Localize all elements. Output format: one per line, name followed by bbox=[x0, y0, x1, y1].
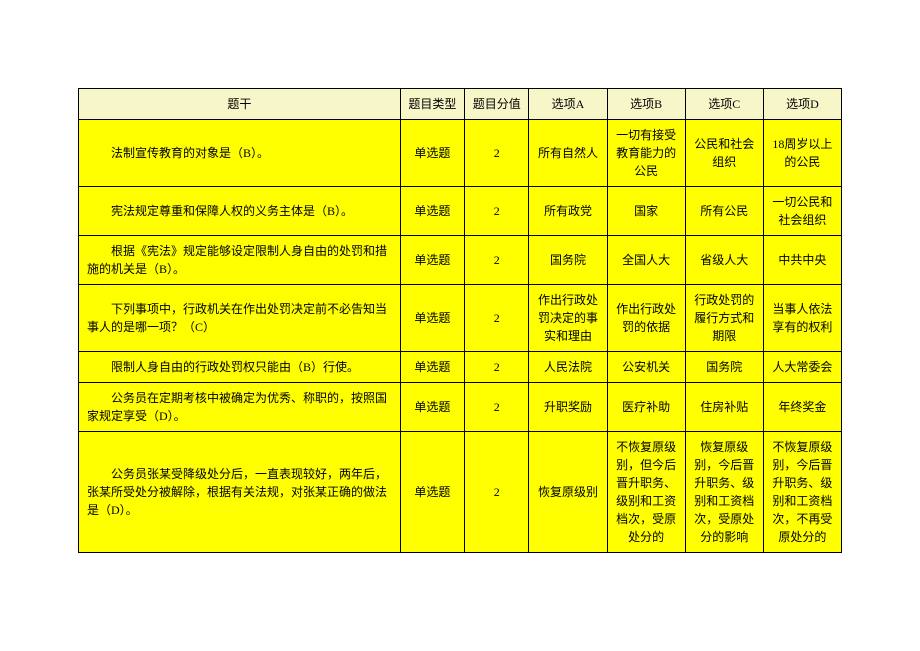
table-body: 法制宣传教育的对象是（B）。单选题2所有自然人一切有接受教育能力的公民公民和社会… bbox=[79, 120, 842, 553]
type-cell: 单选题 bbox=[400, 432, 464, 553]
header-opt-c: 选项C bbox=[685, 89, 763, 120]
opt-c-cell: 住房补贴 bbox=[685, 383, 763, 432]
opt-b-cell: 公安机关 bbox=[607, 352, 685, 383]
table-row: 宪法规定尊重和保障人权的义务主体是（B）。单选题2所有政党国家所有公民一切公民和… bbox=[79, 187, 842, 236]
opt-a-cell: 作出行政处罚决定的事实和理由 bbox=[529, 285, 607, 352]
opt-c-cell: 公民和社会组织 bbox=[685, 120, 763, 187]
opt-d-cell: 当事人依法享有的权利 bbox=[763, 285, 841, 352]
header-row: 题干 题目类型 题目分值 选项A 选项B 选项C 选项D bbox=[79, 89, 842, 120]
opt-c-cell: 所有公民 bbox=[685, 187, 763, 236]
question-cell: 根据《宪法》规定能够设定限制人身自由的处罚和措施的机关是（B）。 bbox=[79, 236, 401, 285]
opt-d-cell: 18周岁以上的公民 bbox=[763, 120, 841, 187]
opt-d-cell: 一切公民和社会组织 bbox=[763, 187, 841, 236]
table-row: 公务员张某受降级处分后，一直表现较好，两年后，张某所受处分被解除，根据有关法规，… bbox=[79, 432, 842, 553]
opt-d-cell: 年终奖金 bbox=[763, 383, 841, 432]
opt-b-cell: 全国人大 bbox=[607, 236, 685, 285]
score-cell: 2 bbox=[465, 120, 529, 187]
opt-a-cell: 所有自然人 bbox=[529, 120, 607, 187]
opt-a-cell: 升职奖励 bbox=[529, 383, 607, 432]
type-cell: 单选题 bbox=[400, 352, 464, 383]
table-row: 公务员在定期考核中被确定为优秀、称职的，按照国家规定享受（D）。单选题2升职奖励… bbox=[79, 383, 842, 432]
opt-b-cell: 不恢复原级别，但今后晋升职务、级别和工资档次，受原处分的 bbox=[607, 432, 685, 553]
opt-b-cell: 医疗补助 bbox=[607, 383, 685, 432]
question-cell: 下列事项中，行政机关在作出处罚决定前不必告知当事人的是哪一项？（C） bbox=[79, 285, 401, 352]
header-question: 题干 bbox=[79, 89, 401, 120]
header-opt-b: 选项B bbox=[607, 89, 685, 120]
header-opt-d: 选项D bbox=[763, 89, 841, 120]
score-cell: 2 bbox=[465, 187, 529, 236]
opt-d-cell: 中共中央 bbox=[763, 236, 841, 285]
table-row: 根据《宪法》规定能够设定限制人身自由的处罚和措施的机关是（B）。单选题2国务院全… bbox=[79, 236, 842, 285]
type-cell: 单选题 bbox=[400, 383, 464, 432]
question-cell: 公务员张某受降级处分后，一直表现较好，两年后，张某所受处分被解除，根据有关法规，… bbox=[79, 432, 401, 553]
opt-a-cell: 所有政党 bbox=[529, 187, 607, 236]
opt-d-cell: 不恢复原级别，今后晋升职务、级别和工资档次，不再受原处分的 bbox=[763, 432, 841, 553]
question-cell: 公务员在定期考核中被确定为优秀、称职的，按照国家规定享受（D）。 bbox=[79, 383, 401, 432]
header-score: 题目分值 bbox=[465, 89, 529, 120]
opt-c-cell: 行政处罚的履行方式和期限 bbox=[685, 285, 763, 352]
type-cell: 单选题 bbox=[400, 285, 464, 352]
type-cell: 单选题 bbox=[400, 120, 464, 187]
opt-b-cell: 作出行政处罚的依据 bbox=[607, 285, 685, 352]
opt-d-cell: 人大常委会 bbox=[763, 352, 841, 383]
opt-b-cell: 一切有接受教育能力的公民 bbox=[607, 120, 685, 187]
question-cell: 限制人身自由的行政处罚权只能由（B）行使。 bbox=[79, 352, 401, 383]
opt-c-cell: 省级人大 bbox=[685, 236, 763, 285]
score-cell: 2 bbox=[465, 352, 529, 383]
table-row: 法制宣传教育的对象是（B）。单选题2所有自然人一切有接受教育能力的公民公民和社会… bbox=[79, 120, 842, 187]
type-cell: 单选题 bbox=[400, 236, 464, 285]
score-cell: 2 bbox=[465, 285, 529, 352]
score-cell: 2 bbox=[465, 432, 529, 553]
header-type: 题目类型 bbox=[400, 89, 464, 120]
question-cell: 法制宣传教育的对象是（B）。 bbox=[79, 120, 401, 187]
opt-b-cell: 国家 bbox=[607, 187, 685, 236]
score-cell: 2 bbox=[465, 383, 529, 432]
opt-a-cell: 恢复原级别 bbox=[529, 432, 607, 553]
opt-c-cell: 恢复原级别，今后晋升职务、级别和工资档次，受原处分的影响 bbox=[685, 432, 763, 553]
table-row: 下列事项中，行政机关在作出处罚决定前不必告知当事人的是哪一项？（C）单选题2作出… bbox=[79, 285, 842, 352]
opt-c-cell: 国务院 bbox=[685, 352, 763, 383]
score-cell: 2 bbox=[465, 236, 529, 285]
opt-a-cell: 人民法院 bbox=[529, 352, 607, 383]
table-row: 限制人身自由的行政处罚权只能由（B）行使。单选题2人民法院公安机关国务院人大常委… bbox=[79, 352, 842, 383]
type-cell: 单选题 bbox=[400, 187, 464, 236]
opt-a-cell: 国务院 bbox=[529, 236, 607, 285]
exam-table: 题干 题目类型 题目分值 选项A 选项B 选项C 选项D 法制宣传教育的对象是（… bbox=[78, 88, 842, 553]
question-cell: 宪法规定尊重和保障人权的义务主体是（B）。 bbox=[79, 187, 401, 236]
header-opt-a: 选项A bbox=[529, 89, 607, 120]
